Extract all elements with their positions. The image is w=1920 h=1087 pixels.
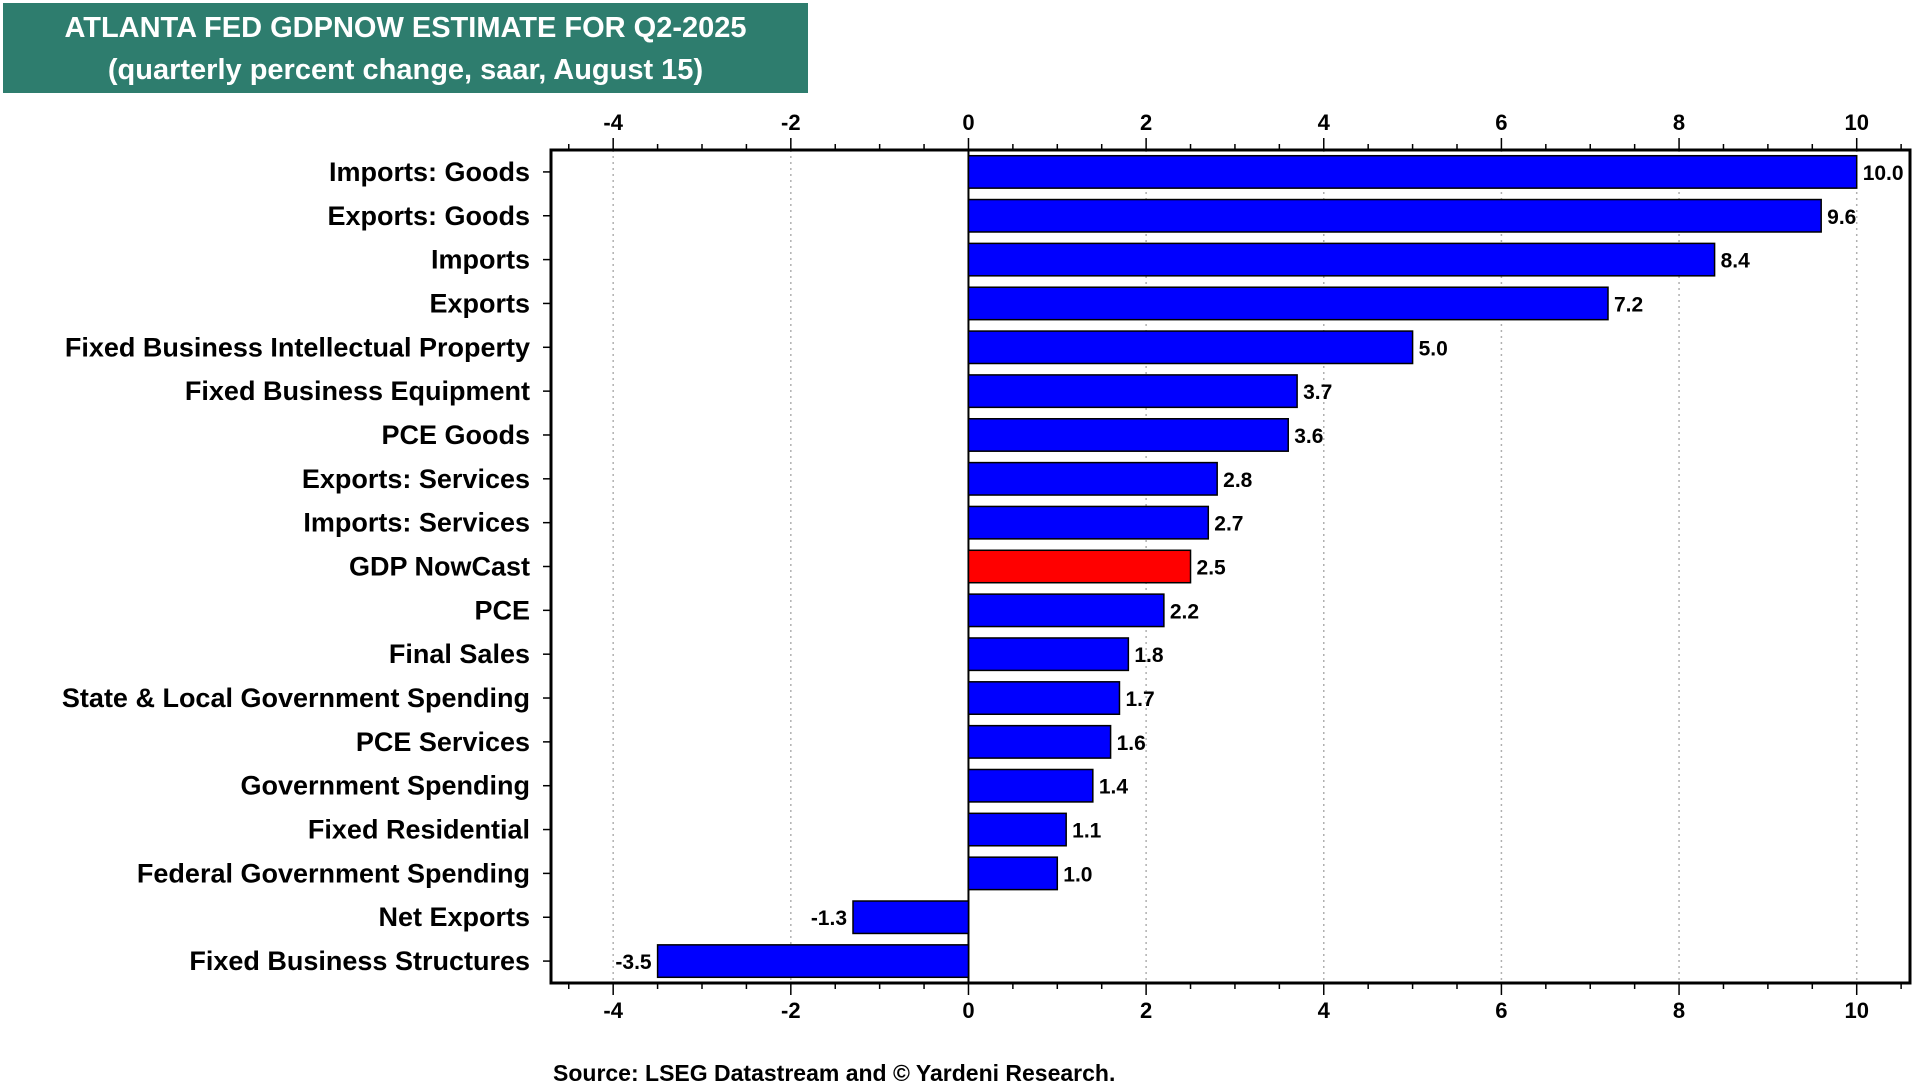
value-label-15: 1.1 bbox=[1072, 820, 1102, 843]
value-label-5: 3.7 bbox=[1303, 381, 1332, 404]
value-label-0: 10.0 bbox=[1863, 162, 1904, 185]
value-label-13: 1.6 bbox=[1117, 732, 1146, 755]
chart-subtitle: (quarterly percent change, saar, August … bbox=[107, 54, 704, 86]
x-tick-label-bottom-4: 4 bbox=[1318, 998, 1331, 1023]
value-label-1: 9.6 bbox=[1827, 206, 1856, 229]
category-label-13: PCE Services bbox=[356, 727, 530, 757]
category-label-2: Imports bbox=[431, 245, 530, 275]
bar-4 bbox=[967, 330, 1414, 365]
chart-title-box: ATLANTA FED GDPNOW ESTIMATE FOR Q2-2025 … bbox=[3, 3, 808, 93]
x-tick-label-bottom-6: 6 bbox=[1495, 998, 1507, 1023]
bar-10 bbox=[967, 593, 1165, 628]
category-label-1: Exports: Goods bbox=[327, 201, 530, 231]
category-label-8: Imports: Services bbox=[303, 508, 530, 538]
x-tick-label-bottom-2: 2 bbox=[1140, 998, 1152, 1023]
value-label-4: 5.0 bbox=[1419, 337, 1448, 360]
bar-11 bbox=[967, 637, 1130, 672]
category-label-7: Exports: Services bbox=[302, 464, 530, 494]
category-label-4: Fixed Business Intellectual Property bbox=[65, 332, 530, 362]
x-tick-label-top-0: 0 bbox=[962, 110, 974, 135]
bar-15 bbox=[967, 812, 1067, 847]
x-tick-label-bottom--4: -4 bbox=[603, 998, 623, 1023]
value-label-14: 1.4 bbox=[1099, 776, 1129, 799]
value-label-16: 1.0 bbox=[1063, 863, 1092, 886]
x-tick-label-top-6: 6 bbox=[1495, 110, 1507, 135]
bar-1 bbox=[967, 198, 1822, 233]
bar-3 bbox=[967, 286, 1609, 321]
category-label-16: Federal Government Spending bbox=[137, 858, 530, 888]
category-label-5: Fixed Business Equipment bbox=[185, 376, 530, 406]
category-label-9: GDP NowCast bbox=[349, 552, 530, 582]
bar-0 bbox=[967, 154, 1858, 189]
value-label-12: 1.7 bbox=[1125, 688, 1154, 711]
x-tick-label-bottom--2: -2 bbox=[781, 998, 801, 1023]
bar-16 bbox=[967, 856, 1059, 891]
value-label-2: 8.4 bbox=[1721, 250, 1751, 273]
category-label-14: Government Spending bbox=[240, 771, 530, 801]
value-label-9: 2.5 bbox=[1197, 557, 1227, 580]
x-tick-label-top-8: 8 bbox=[1673, 110, 1685, 135]
x-tick-label-top--4: -4 bbox=[603, 110, 623, 135]
source-note: Source: LSEG Datastream and © Yardeni Re… bbox=[553, 1060, 1116, 1086]
x-tick-label-bottom-0: 0 bbox=[962, 998, 974, 1023]
bar-17 bbox=[852, 900, 970, 935]
bar-9 bbox=[967, 549, 1192, 584]
x-tick-label-top-10: 10 bbox=[1844, 110, 1868, 135]
category-label-11: Final Sales bbox=[389, 639, 530, 669]
value-label-8: 2.7 bbox=[1214, 513, 1243, 536]
bar-12 bbox=[967, 681, 1121, 715]
category-label-10: PCE bbox=[474, 595, 530, 625]
category-label-15: Fixed Residential bbox=[308, 815, 530, 845]
bar-5 bbox=[967, 374, 1298, 409]
category-label-18: Fixed Business Structures bbox=[189, 946, 530, 976]
x-tick-label-top-4: 4 bbox=[1318, 110, 1331, 135]
bar-8 bbox=[967, 505, 1210, 540]
category-label-0: Imports: Goods bbox=[329, 157, 530, 187]
bar-18 bbox=[656, 944, 970, 979]
category-label-17: Net Exports bbox=[378, 902, 530, 932]
bar-2 bbox=[967, 242, 1716, 277]
category-label-3: Exports bbox=[429, 288, 530, 318]
bar-13 bbox=[967, 724, 1112, 759]
category-label-6: PCE Goods bbox=[381, 420, 530, 450]
x-tick-label-top--2: -2 bbox=[781, 110, 801, 135]
value-label-6: 3.6 bbox=[1294, 425, 1323, 448]
value-label-11: 1.8 bbox=[1134, 644, 1164, 667]
bar-7 bbox=[967, 461, 1218, 496]
chart-title: ATLANTA FED GDPNOW ESTIMATE FOR Q2-2025 bbox=[64, 12, 747, 44]
bar-6 bbox=[967, 418, 1289, 452]
x-tick-label-bottom-10: 10 bbox=[1844, 998, 1868, 1023]
plot-frame bbox=[549, 148, 1912, 985]
value-label-7: 2.8 bbox=[1223, 469, 1253, 492]
bar-14 bbox=[967, 768, 1094, 803]
x-tick-label-bottom-8: 8 bbox=[1673, 998, 1685, 1023]
value-label-18: -3.5 bbox=[615, 951, 652, 974]
value-label-10: 2.2 bbox=[1170, 600, 1199, 623]
x-tick-label-top-2: 2 bbox=[1140, 110, 1152, 135]
value-label-17: -1.3 bbox=[811, 907, 847, 930]
category-label-12: State & Local Government Spending bbox=[62, 683, 530, 713]
value-label-3: 7.2 bbox=[1614, 293, 1643, 316]
